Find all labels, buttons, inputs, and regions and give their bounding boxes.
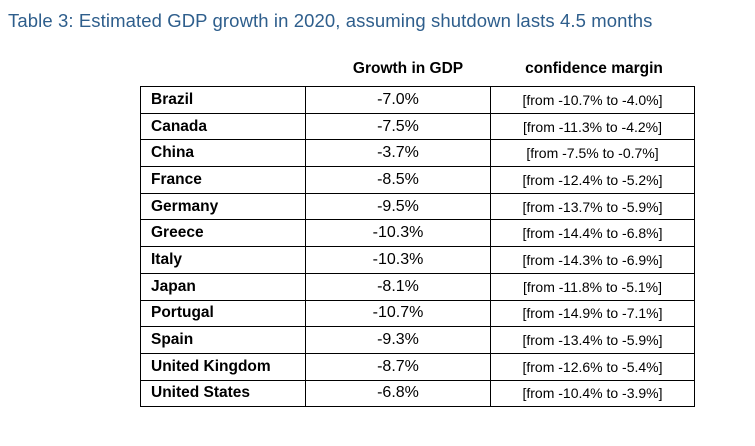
confidence-margin-cell: [from -7.5% to -0.7%] bbox=[490, 139, 695, 168]
country-cell: Greece bbox=[140, 219, 306, 248]
table-row: France -8.5% [from -12.4% to -5.2%] bbox=[140, 166, 695, 194]
country-cell: Japan bbox=[140, 272, 306, 301]
table-row: Portugal -10.7% [from -14.9% to -7.1%] bbox=[140, 299, 695, 328]
growth-cell: -8.7% bbox=[305, 352, 491, 381]
country-cell: United States bbox=[140, 379, 306, 408]
growth-cell: -9.5% bbox=[305, 192, 491, 221]
growth-cell: -7.5% bbox=[305, 112, 491, 141]
table-row: Greece -10.3% [from -14.4% to -6.8%] bbox=[140, 219, 695, 248]
confidence-margin-cell: [from -14.4% to -6.8%] bbox=[490, 219, 695, 248]
confidence-margin-cell: [from -11.3% to -4.2%] bbox=[490, 112, 695, 141]
table-row: United Kingdom -8.7% [from -12.6% to -5.… bbox=[140, 352, 695, 381]
table-row: China -3.7% [from -7.5% to -0.7%] bbox=[140, 139, 695, 168]
table-row: Canada -7.5% [from -11.3% to -4.2%] bbox=[140, 112, 695, 141]
growth-cell: -10.3% bbox=[305, 246, 491, 274]
table-row: Italy -10.3% [from -14.3% to -6.9%] bbox=[140, 246, 695, 274]
growth-cell: -9.3% bbox=[305, 326, 491, 354]
confidence-margin-cell: [from -12.6% to -5.4%] bbox=[490, 352, 695, 381]
confidence-margin-cell: [from -14.3% to -6.9%] bbox=[490, 246, 695, 274]
table-title: Table 3: Estimated GDP growth in 2020, a… bbox=[8, 10, 653, 31]
country-cell: Canada bbox=[140, 112, 306, 141]
country-cell: Brazil bbox=[140, 86, 306, 114]
country-cell: United Kingdom bbox=[140, 352, 306, 381]
country-cell: France bbox=[140, 166, 306, 194]
country-cell: Portugal bbox=[140, 299, 306, 328]
growth-cell: -10.7% bbox=[305, 299, 491, 328]
gdp-growth-table: Brazil -7.0% [from -10.7% to -4.0%] Cana… bbox=[140, 86, 695, 408]
country-cell: Germany bbox=[140, 192, 306, 221]
country-cell: Italy bbox=[140, 246, 306, 274]
growth-cell: -3.7% bbox=[305, 139, 491, 168]
column-header-confidence-margin: confidence margin bbox=[525, 60, 663, 77]
growth-cell: -6.8% bbox=[305, 379, 491, 408]
confidence-margin-cell: [from -10.4% to -3.9%] bbox=[490, 379, 695, 408]
table-row: Brazil -7.0% [from -10.7% to -4.0%] bbox=[140, 86, 695, 114]
table-row: Spain -9.3% [from -13.4% to -5.9%] bbox=[140, 326, 695, 354]
table-row: Germany -9.5% [from -13.7% to -5.9%] bbox=[140, 192, 695, 221]
country-cell: China bbox=[140, 139, 306, 168]
confidence-margin-cell: [from -10.7% to -4.0%] bbox=[490, 86, 695, 114]
confidence-margin-cell: [from -11.8% to -5.1%] bbox=[490, 272, 695, 301]
growth-cell: -7.0% bbox=[305, 86, 491, 114]
table-row: Japan -8.1% [from -11.8% to -5.1%] bbox=[140, 272, 695, 301]
confidence-margin-cell: [from -13.7% to -5.9%] bbox=[490, 192, 695, 221]
column-header-growth: Growth in GDP bbox=[352, 60, 464, 77]
confidence-margin-cell: [from -14.9% to -7.1%] bbox=[490, 299, 695, 328]
growth-cell: -8.1% bbox=[305, 272, 491, 301]
country-cell: Spain bbox=[140, 326, 306, 354]
growth-cell: -10.3% bbox=[305, 219, 491, 248]
table-row: United States -6.8% [from -10.4% to -3.9… bbox=[140, 379, 695, 408]
growth-cell: -8.5% bbox=[305, 166, 491, 194]
confidence-margin-cell: [from -13.4% to -5.9%] bbox=[490, 326, 695, 354]
confidence-margin-cell: [from -12.4% to -5.2%] bbox=[490, 166, 695, 194]
